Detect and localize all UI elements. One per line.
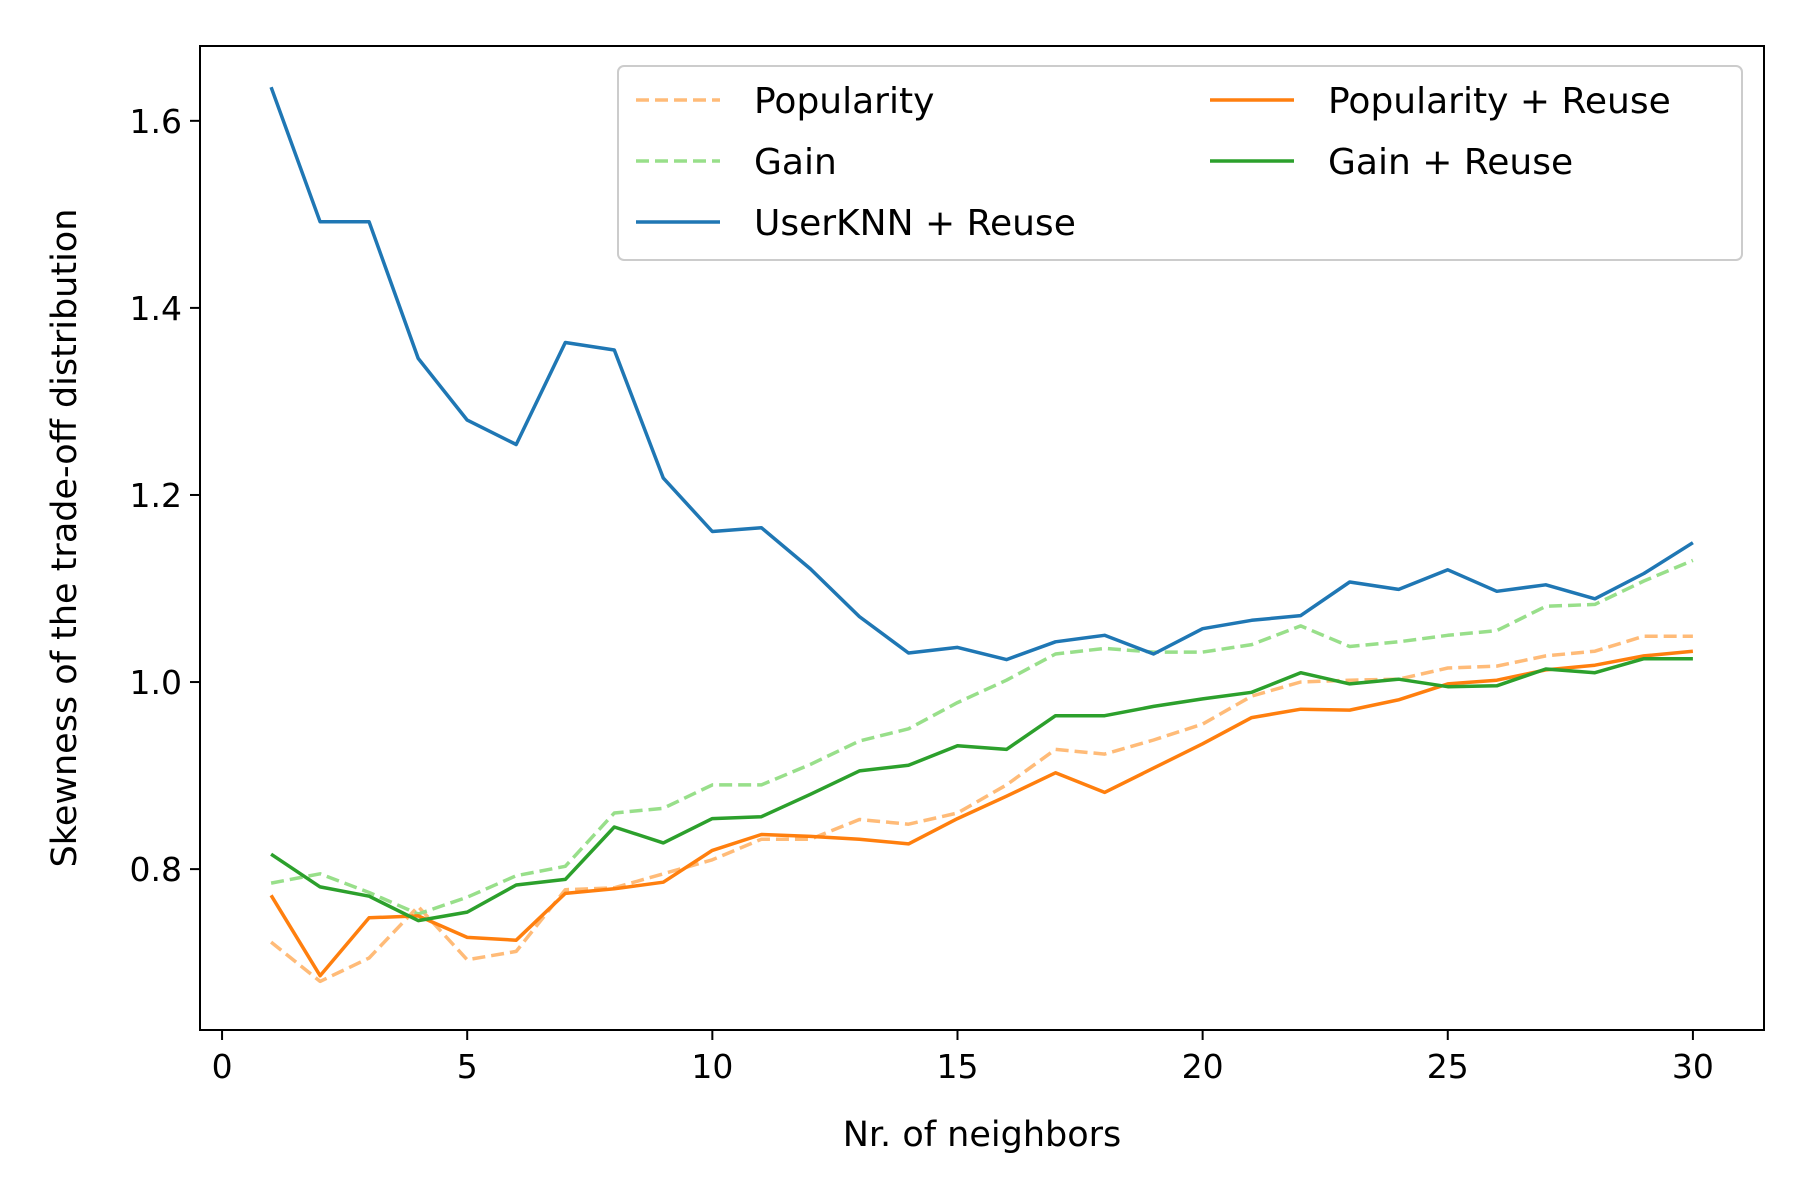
x-tick-label: 10 <box>691 1047 733 1086</box>
y-axis-ticks: 0.8 1.0 1.2 1.4 1.6 <box>130 102 200 889</box>
series-line-gain-reuse <box>270 656 1693 923</box>
x-axis-ticks: 0 5 10 15 20 25 30 <box>212 1030 1714 1086</box>
plot-frame <box>199 45 1765 1031</box>
y-tick-label: 0.8 <box>130 850 182 889</box>
x-tick-label: 0 <box>212 1047 233 1086</box>
legend-label-gain: Gain <box>754 142 837 183</box>
legend-items: Popularity Gain UserKNN + Reuse Popularity … <box>636 81 1671 244</box>
legend-box <box>617 65 1743 261</box>
series-line-popularity-reuse <box>269 649 1694 978</box>
x-tick-label: 30 <box>1672 1047 1714 1086</box>
y-tick-label: 1.4 <box>130 289 182 328</box>
y-tick-label: 1.6 <box>130 102 182 141</box>
x-axis-label: Nr. of neighbors <box>843 1115 1122 1155</box>
x-tick-label: 25 <box>1427 1047 1469 1086</box>
legend: Popularity Gain UserKNN + Reuse Popularity … <box>617 65 1743 261</box>
x-tick-label: 20 <box>1182 1047 1224 1086</box>
series-line-popularity <box>270 634 1693 984</box>
series-layer <box>269 86 1694 984</box>
legend-label-userknn-reuse: UserKNN + Reuse <box>754 203 1076 244</box>
y-tick-label: 1.0 <box>130 663 182 702</box>
x-tick-label: 15 <box>936 1047 978 1086</box>
y-tick-label: 1.2 <box>130 476 182 515</box>
series-line-gain <box>270 558 1694 916</box>
legend-label-popularity-reuse: Popularity + Reuse <box>1328 81 1671 122</box>
legend-label-popularity: Popularity <box>754 81 934 122</box>
legend-label-gain-reuse: Gain + Reuse <box>1328 142 1573 183</box>
x-tick-label: 5 <box>457 1047 478 1086</box>
y-axis-label: Skewness of the trade-off distribution <box>45 209 85 868</box>
series-line-userknn-reuse <box>269 86 1694 662</box>
